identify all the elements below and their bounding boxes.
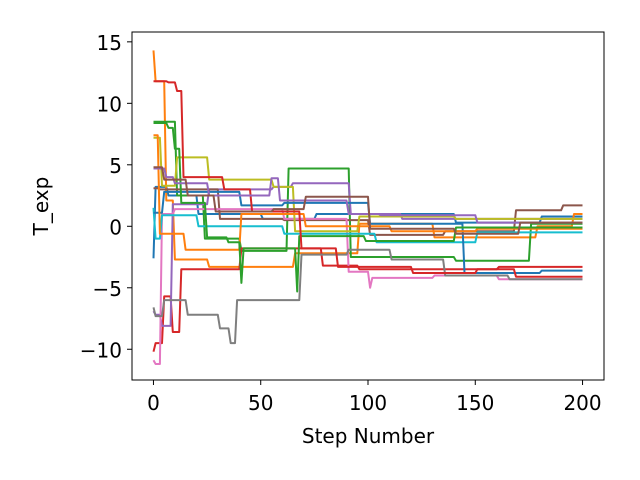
- y-tick-label: 15: [97, 31, 122, 55]
- y-tick-label: 5: [109, 154, 122, 178]
- y-axis: −10 −5 0 5 10 15: [80, 31, 132, 362]
- x-tick-label: 150: [456, 391, 494, 415]
- x-axis: 0 50 100 150 200: [147, 380, 602, 415]
- series-line-9: [153, 136, 583, 233]
- y-tick-label: −10: [80, 338, 122, 362]
- series-line-10: [152, 207, 583, 244]
- series-line-13: [153, 122, 583, 293]
- series-line-14: [153, 80, 583, 278]
- series-line-8: [152, 248, 583, 345]
- series-layer: [152, 50, 583, 365]
- x-tick-label: 200: [563, 391, 601, 415]
- y-tick-label: −5: [93, 277, 122, 301]
- series-line-16: [153, 166, 583, 235]
- series-line-12: [153, 134, 583, 251]
- x-axis-label: Step Number: [302, 424, 435, 448]
- series-line-15: [153, 167, 583, 224]
- x-tick-label: 100: [349, 391, 387, 415]
- y-tick-label: 0: [109, 215, 122, 239]
- y-axis-label: T_exp: [29, 177, 53, 237]
- x-tick-label: 0: [147, 391, 160, 415]
- series-line-11: [153, 190, 583, 274]
- y-tick-label: 10: [97, 92, 122, 116]
- x-tick-label: 50: [248, 391, 273, 415]
